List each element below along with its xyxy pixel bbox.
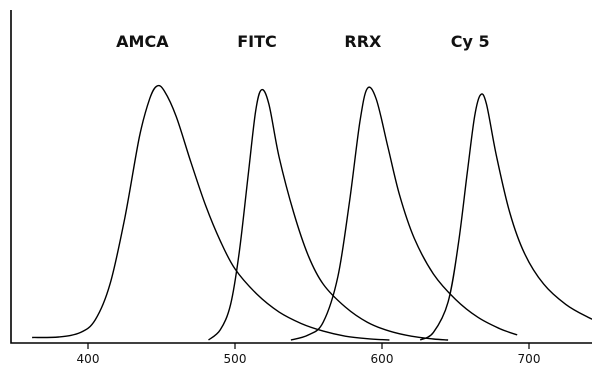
series-label-cy-5: Cy 5 bbox=[451, 32, 490, 51]
series-label-rrx: RRX bbox=[344, 32, 382, 51]
axes bbox=[10, 10, 592, 344]
series-line-amca bbox=[32, 84, 390, 341]
series-labels: AMCA FITC RRX Cy 5 bbox=[116, 32, 489, 51]
series-label-amca: AMCA bbox=[116, 32, 169, 51]
x-axis-ticks: 400 500 600 700 bbox=[77, 343, 541, 366]
x-tick-label-700: 700 bbox=[518, 352, 541, 366]
series-line-cy-5 bbox=[419, 93, 592, 341]
series-line-fitc bbox=[208, 88, 449, 341]
series-curves bbox=[32, 84, 592, 341]
series-line-rrx bbox=[290, 86, 518, 341]
series-label-fitc: FITC bbox=[237, 32, 277, 51]
x-tick-label-600: 600 bbox=[371, 352, 394, 366]
x-tick-label-400: 400 bbox=[77, 352, 100, 366]
x-tick-label-500: 500 bbox=[224, 352, 247, 366]
